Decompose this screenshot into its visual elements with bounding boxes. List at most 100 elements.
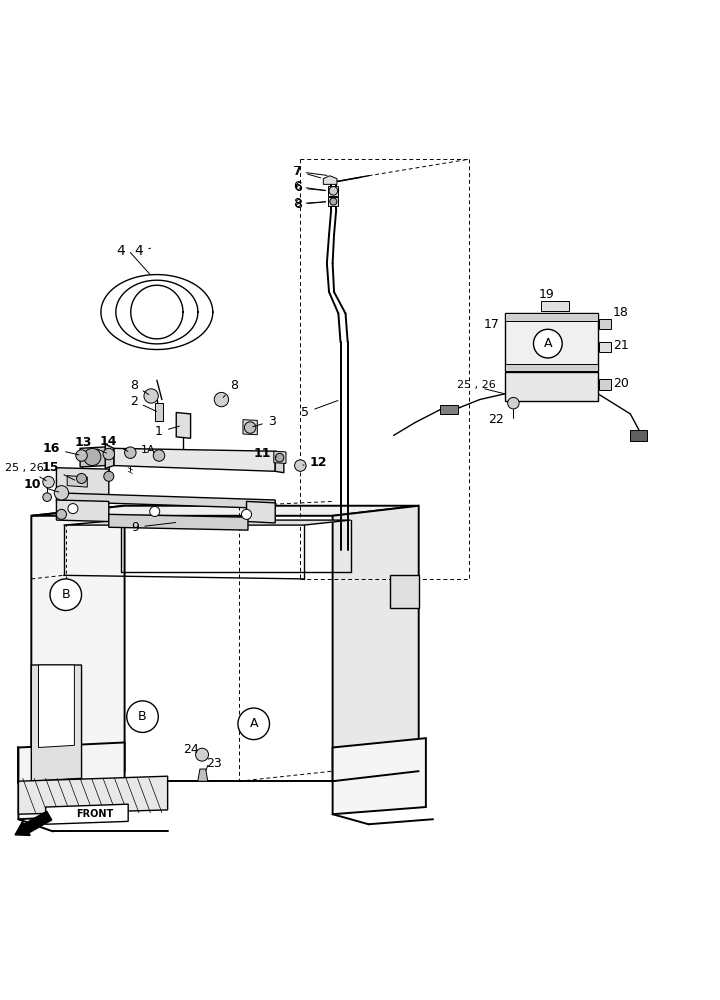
Text: B: B [138,710,147,723]
Text: 8: 8 [223,379,238,397]
Polygon shape [440,405,458,414]
Polygon shape [600,379,611,390]
Text: 8: 8 [130,379,149,395]
Polygon shape [333,738,426,814]
Polygon shape [19,776,168,814]
Polygon shape [541,301,570,311]
Circle shape [508,397,519,409]
Text: 5: 5 [302,401,338,419]
Circle shape [56,509,66,519]
Circle shape [150,506,160,516]
Polygon shape [323,176,337,184]
Polygon shape [19,742,125,819]
Text: 3: 3 [253,415,276,428]
Text: 6: 6 [293,180,325,193]
Polygon shape [505,313,598,321]
Circle shape [215,392,229,407]
Circle shape [330,198,337,205]
Polygon shape [56,493,275,509]
Circle shape [534,329,562,358]
Text: 10: 10 [24,478,59,492]
Polygon shape [243,420,257,435]
Circle shape [54,486,68,500]
Text: A: A [544,337,552,350]
Polygon shape [333,506,419,781]
Text: 13: 13 [74,436,107,453]
Text: 21: 21 [613,339,629,352]
Circle shape [42,493,51,501]
Text: 24: 24 [183,743,199,756]
Polygon shape [63,520,351,525]
Text: 23: 23 [207,757,222,770]
Text: 1A: 1A [141,445,156,455]
Polygon shape [156,403,163,421]
Text: 19: 19 [539,288,554,301]
Text: 20: 20 [613,377,629,390]
Polygon shape [32,506,419,516]
Text: 7: 7 [293,165,327,178]
Text: FRONT: FRONT [76,809,113,819]
Text: 8: 8 [294,198,325,211]
Circle shape [103,448,114,460]
Circle shape [144,389,158,403]
Text: 15: 15 [41,461,75,480]
Text: 12: 12 [303,456,327,469]
Polygon shape [114,448,275,471]
Polygon shape [56,500,109,522]
Polygon shape [505,313,598,371]
Polygon shape [328,186,338,196]
Circle shape [125,447,136,458]
Circle shape [196,748,209,761]
Text: 7: 7 [294,165,320,178]
Circle shape [68,504,78,514]
Circle shape [244,422,256,433]
Circle shape [329,187,338,195]
Text: 4: 4 [117,244,125,258]
Circle shape [294,460,306,471]
Circle shape [127,701,158,732]
Polygon shape [505,364,598,371]
Polygon shape [109,514,248,530]
Circle shape [275,453,284,462]
Text: 6: 6 [294,181,325,194]
Polygon shape [600,319,611,329]
Polygon shape [505,372,598,401]
Polygon shape [45,804,128,824]
Polygon shape [32,665,81,781]
Polygon shape [67,476,87,487]
Text: 16: 16 [42,442,79,455]
Circle shape [76,473,86,484]
Text: A: A [249,717,258,730]
Circle shape [84,448,101,466]
Text: 22: 22 [488,413,504,426]
Polygon shape [80,447,105,467]
Circle shape [76,450,87,461]
Text: B: B [61,588,70,601]
Polygon shape [176,412,191,438]
Polygon shape [275,451,284,473]
Text: 4: 4 [135,244,150,258]
Polygon shape [274,451,286,463]
Polygon shape [390,575,419,608]
Polygon shape [600,342,611,352]
Text: 2: 2 [130,395,156,411]
FancyArrow shape [15,811,52,835]
Polygon shape [105,444,114,468]
Text: 17: 17 [484,318,500,331]
Text: 1: 1 [155,425,179,438]
Circle shape [241,509,251,519]
Text: 11: 11 [253,447,277,460]
Text: 18: 18 [613,306,629,319]
Polygon shape [38,665,74,747]
Polygon shape [56,468,109,499]
Circle shape [42,476,54,488]
Text: 25 , 26: 25 , 26 [5,463,46,481]
Circle shape [104,471,114,481]
Polygon shape [630,430,647,441]
Circle shape [238,708,269,740]
Text: 14: 14 [100,435,128,451]
Text: 9: 9 [132,521,176,534]
Polygon shape [246,501,275,523]
Circle shape [50,579,81,610]
Polygon shape [32,506,125,781]
